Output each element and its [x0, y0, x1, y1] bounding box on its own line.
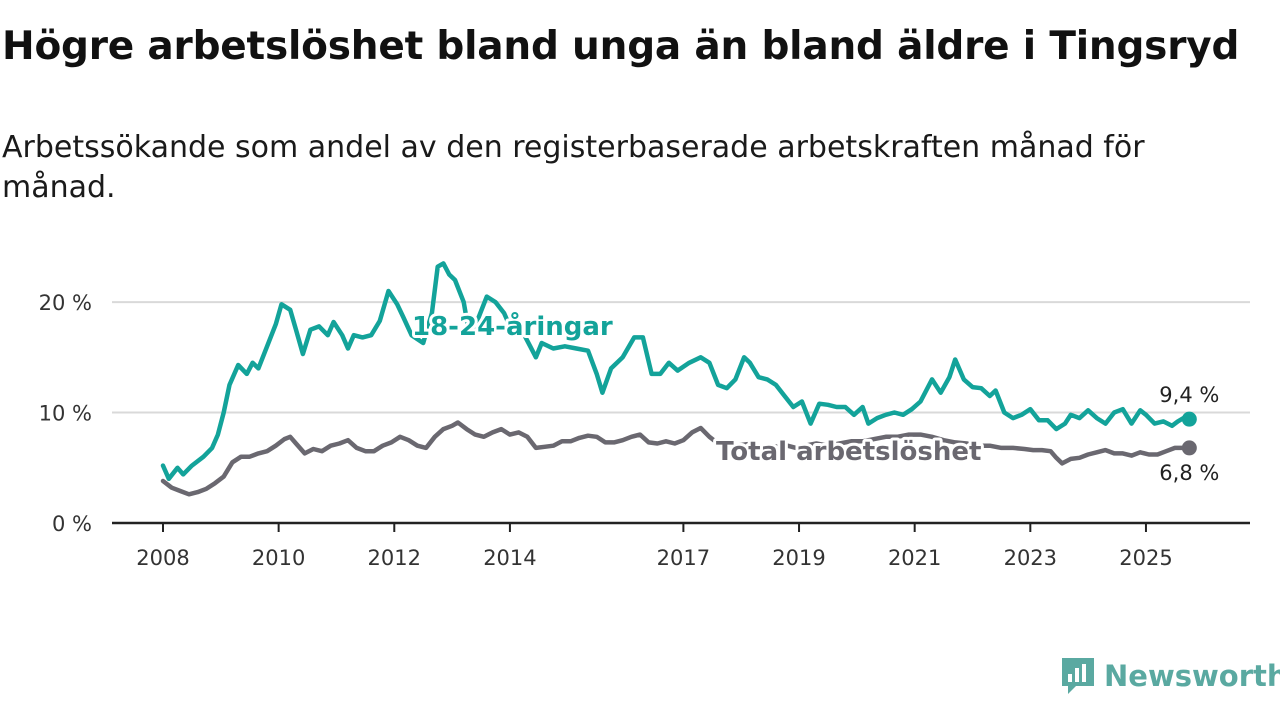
chart-title: Högre arbetslöshet bland unga än bland ä…: [2, 24, 1240, 69]
brand-name: Newsworthy: [1104, 659, 1280, 693]
series-line-total: [160, 420, 1192, 497]
x-tick-label: 2021: [888, 546, 941, 570]
x-axis: 2008 2010 2012 2014 2017 2019 2021 2023 2025: [112, 521, 1250, 570]
chart-subtitle: Arbetssökande som andel av den registerb…: [2, 130, 1145, 205]
y-gridlines: [112, 301, 1250, 414]
x-tick-label: 2008: [136, 546, 189, 570]
series-label-total: Total arbetslöshet: [716, 437, 981, 467]
end-label-total: 6,8 %: [1159, 461, 1219, 485]
x-tick-label: 2010: [252, 546, 305, 570]
y-tick-label: 10 %: [39, 402, 92, 426]
x-tick-label: 2012: [368, 546, 421, 570]
end-dot-18-24: [1181, 411, 1197, 427]
x-tick-label: 2014: [483, 546, 536, 570]
x-tick-label: 2019: [772, 546, 825, 570]
series-line-18-24: [160, 261, 1192, 482]
x-tick-label: 2023: [1004, 546, 1057, 570]
end-dot-total: [1181, 440, 1197, 456]
series-labels: 18-24-åringar Total arbetslöshet 9,4 % 6,8 …: [409, 307, 1219, 485]
series-label-18-24: 18-24-åringar: [412, 310, 613, 342]
y-tick-label: 0 %: [52, 512, 92, 536]
y-axis-ticks: 0 % 10 % 20 %: [39, 291, 92, 536]
newsworthy-logo-icon: [1062, 658, 1094, 694]
end-label-18-24: 9,4 %: [1159, 383, 1219, 407]
newsworthy-brand: Newsworthy: [1060, 656, 1280, 696]
x-tick-label: 2017: [657, 546, 710, 570]
series-lines: [160, 261, 1197, 497]
x-tick-label: 2025: [1119, 546, 1172, 570]
y-tick-label: 20 %: [39, 291, 92, 315]
